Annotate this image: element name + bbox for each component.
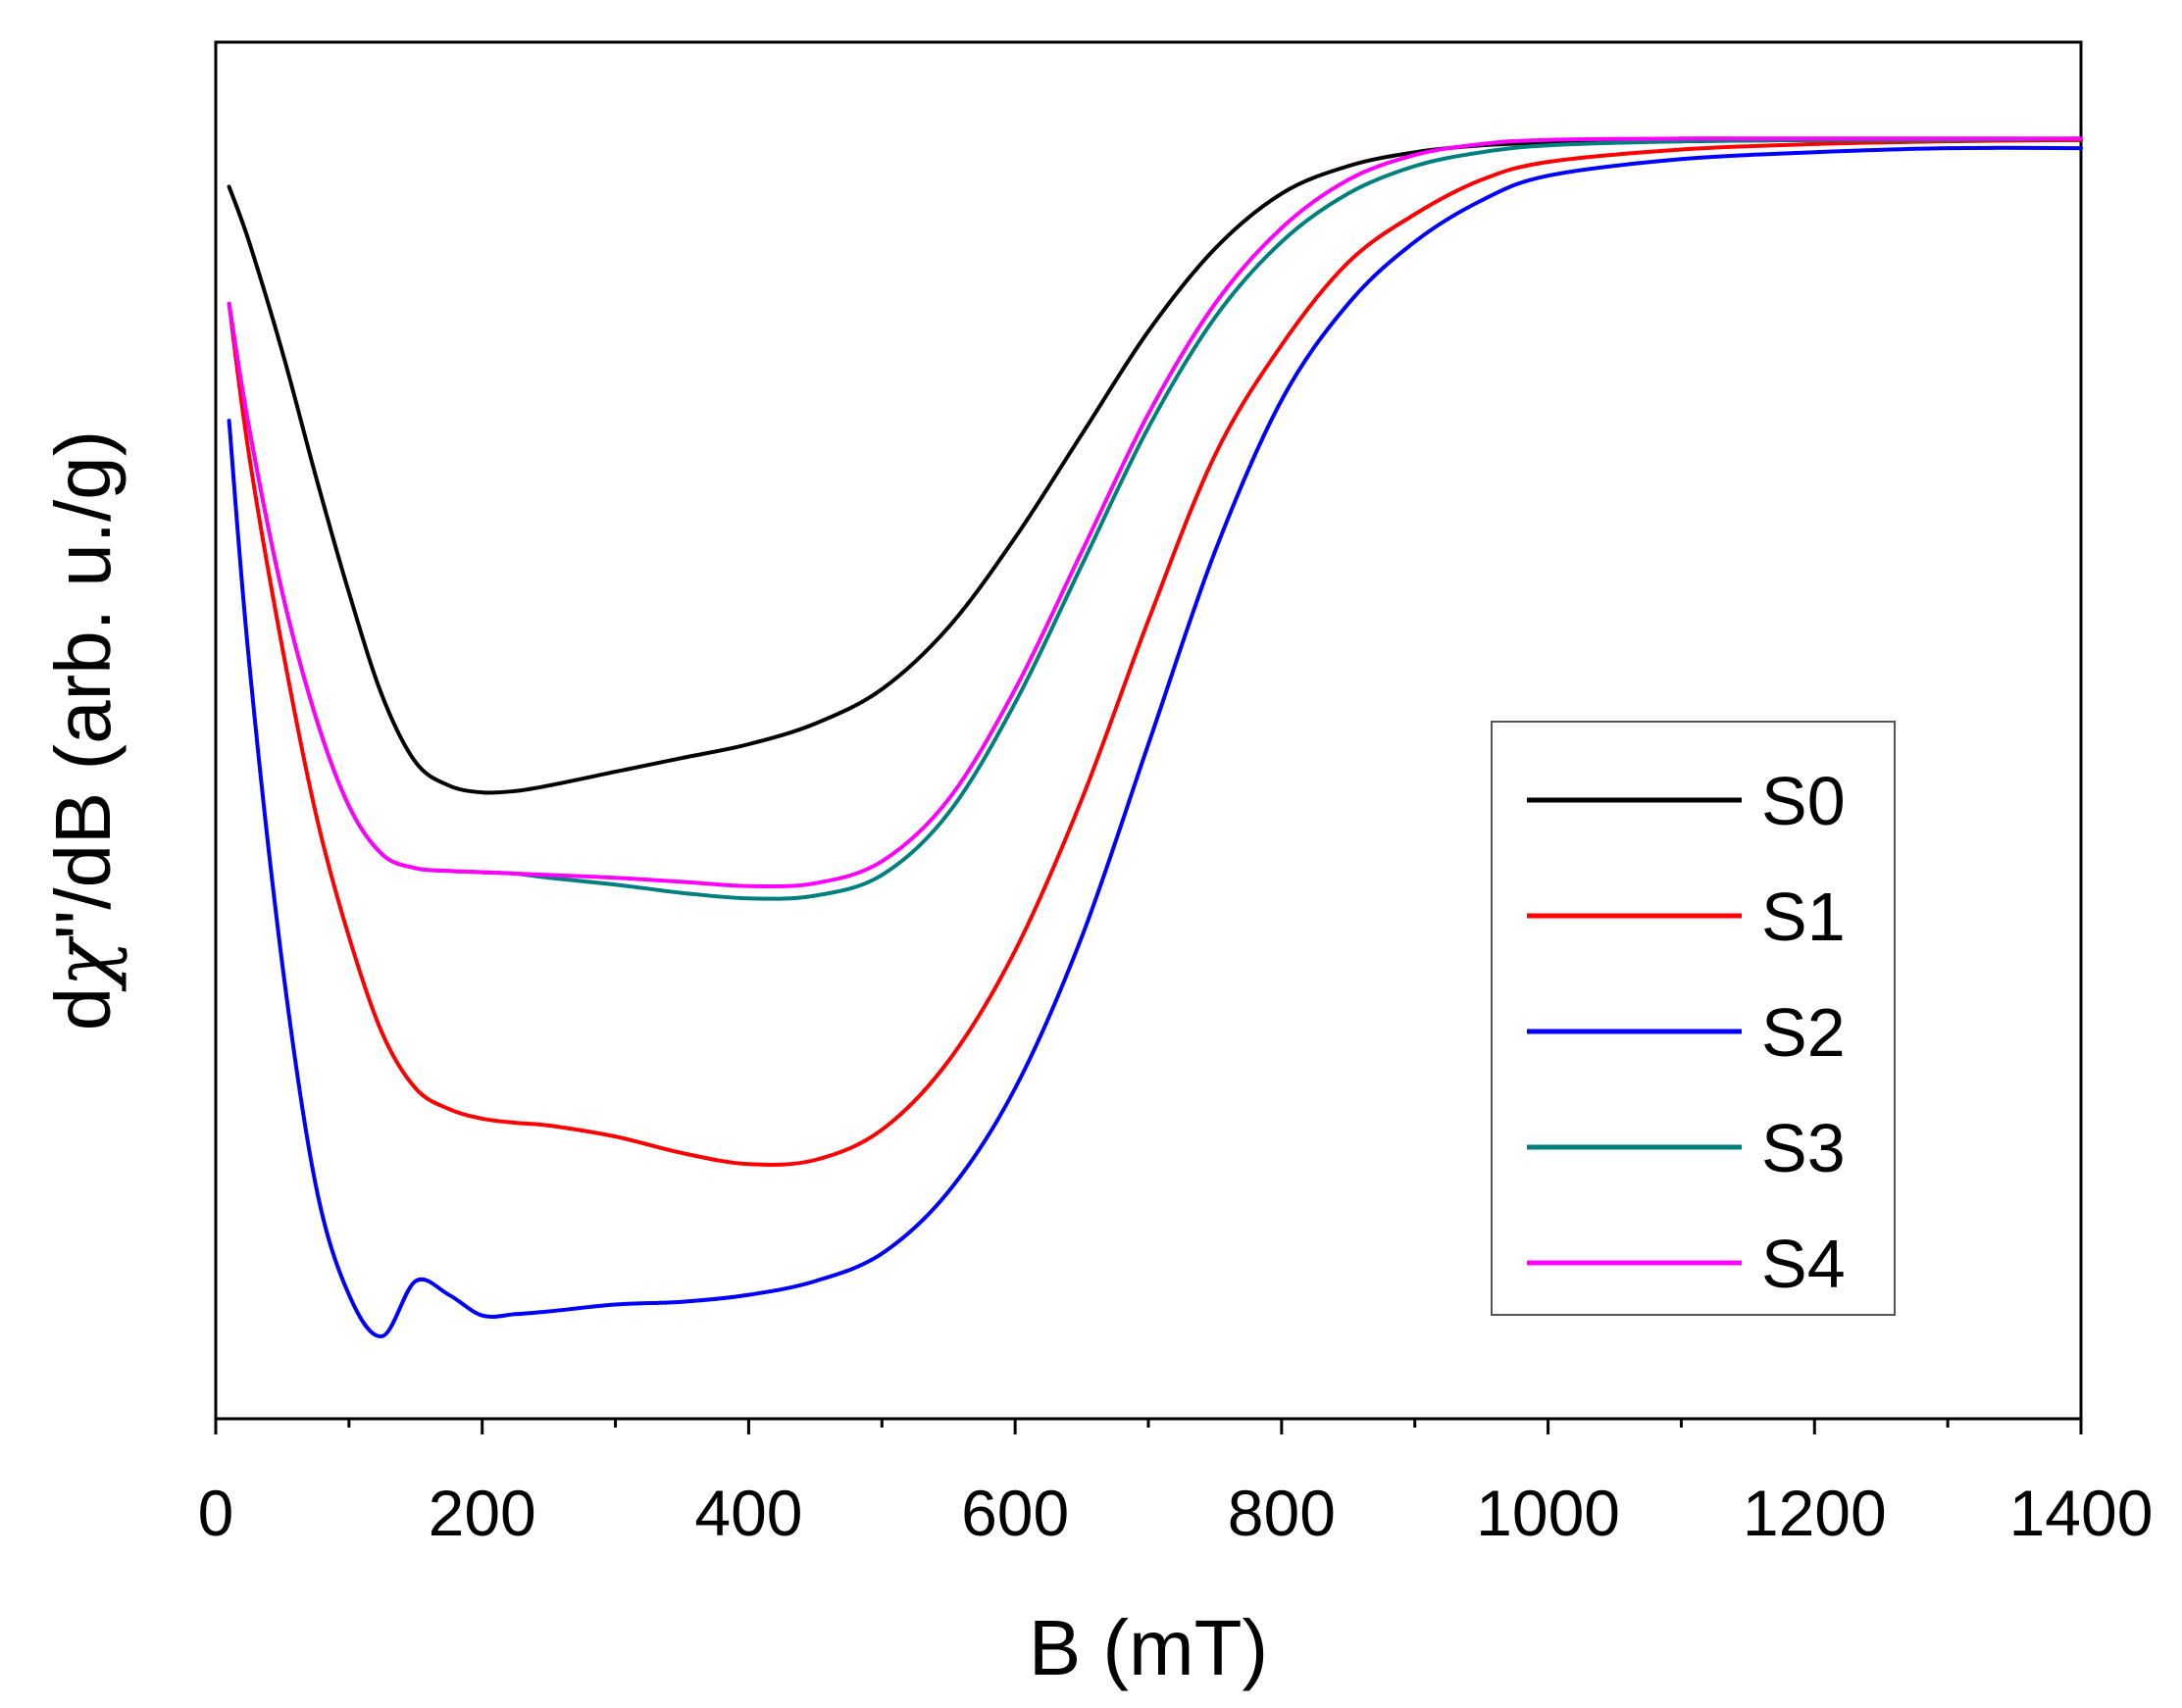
legend-label-s0: S0 (1761, 763, 1846, 839)
legend-label-s3: S3 (1761, 1110, 1846, 1186)
legend-label-s2: S2 (1761, 994, 1846, 1071)
series-line-s2 (227, 145, 2083, 1338)
plot-area: 0 200 400 600 800 1000 1200 1400 (198, 40, 2154, 1549)
x-tick-label: 400 (694, 1477, 802, 1549)
legend-label-s1: S1 (1761, 879, 1846, 955)
series-line-s4 (227, 136, 2083, 888)
y-axis-title-part-1: d (39, 987, 127, 1031)
legend: S0 S1 S2 S3 S4 (1491, 721, 1896, 1316)
series-line-s1 (227, 137, 2083, 1167)
x-tick-label: 1200 (1743, 1477, 1887, 1549)
legend-items: S0 S1 S2 S3 S4 (1527, 763, 1846, 1302)
y-axis-title: dχ''/dB (arb. u./g) (37, 430, 128, 1031)
x-tick-label: 200 (429, 1477, 536, 1549)
x-tick-label: 0 (198, 1477, 234, 1549)
x-axis-ticks: 0 200 400 600 800 1000 1200 1400 (198, 1419, 2154, 1549)
x-tick-label: 800 (1228, 1477, 1336, 1549)
legend-label-s4: S4 (1761, 1226, 1846, 1302)
y-axis-title-chi: χ (37, 935, 128, 992)
y-axis-title-part-3: ''/dB (arb. u./g) (39, 430, 127, 940)
legend-box (1491, 721, 1896, 1316)
x-tick-label: 1400 (2009, 1477, 2154, 1549)
x-tick-label: 600 (961, 1477, 1069, 1549)
x-axis-title: B (mT) (1029, 1604, 1268, 1691)
series-layer (227, 136, 2083, 1338)
x-tick-label: 1000 (1476, 1477, 1620, 1549)
series-line-s0 (227, 137, 2083, 795)
